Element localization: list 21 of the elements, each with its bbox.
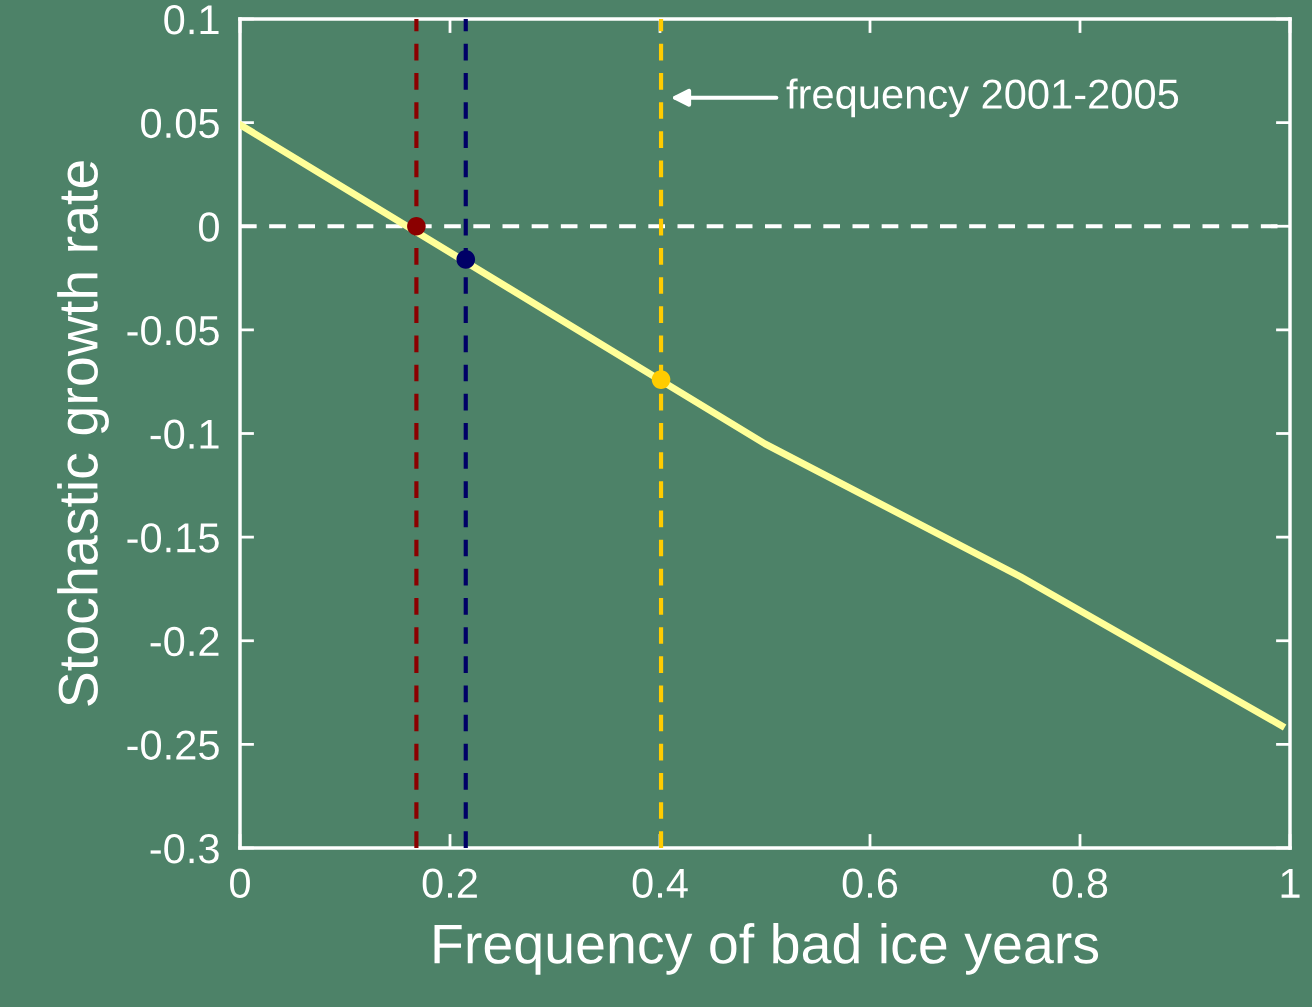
y-tick-label: -0.1: [150, 419, 219, 450]
x-tick-label: 0: [230, 868, 250, 899]
annotation: frequency 2001-2005: [786, 78, 1179, 118]
x-tick-label: 0.6: [842, 868, 898, 899]
y-tick-label: -0.15: [127, 523, 219, 553]
point: [651, 370, 671, 389]
x-tick-label: 1: [1281, 868, 1300, 898]
point: [407, 216, 426, 236]
point: [456, 250, 476, 269]
x-tick-label: 0.4: [632, 868, 688, 899]
y-tick-label: -0.25: [127, 730, 219, 760]
x-axis-title: Frequency of bad ice years: [434, 922, 1099, 975]
y-tick-label: -0.3: [150, 834, 219, 864]
y-axis-title: Stochastic growth rate: [57, 161, 109, 706]
y-tick-label: -0.05: [127, 315, 219, 346]
y-tick-label: 0: [199, 212, 219, 242]
x-tick-label: 0.2: [422, 868, 477, 899]
y-tick-label: 0.1: [164, 5, 219, 35]
y-tick-label: 0.05: [141, 108, 219, 139]
x-tick-label: 0.8: [1052, 868, 1108, 899]
y-tick-label: -0.2: [150, 626, 219, 657]
